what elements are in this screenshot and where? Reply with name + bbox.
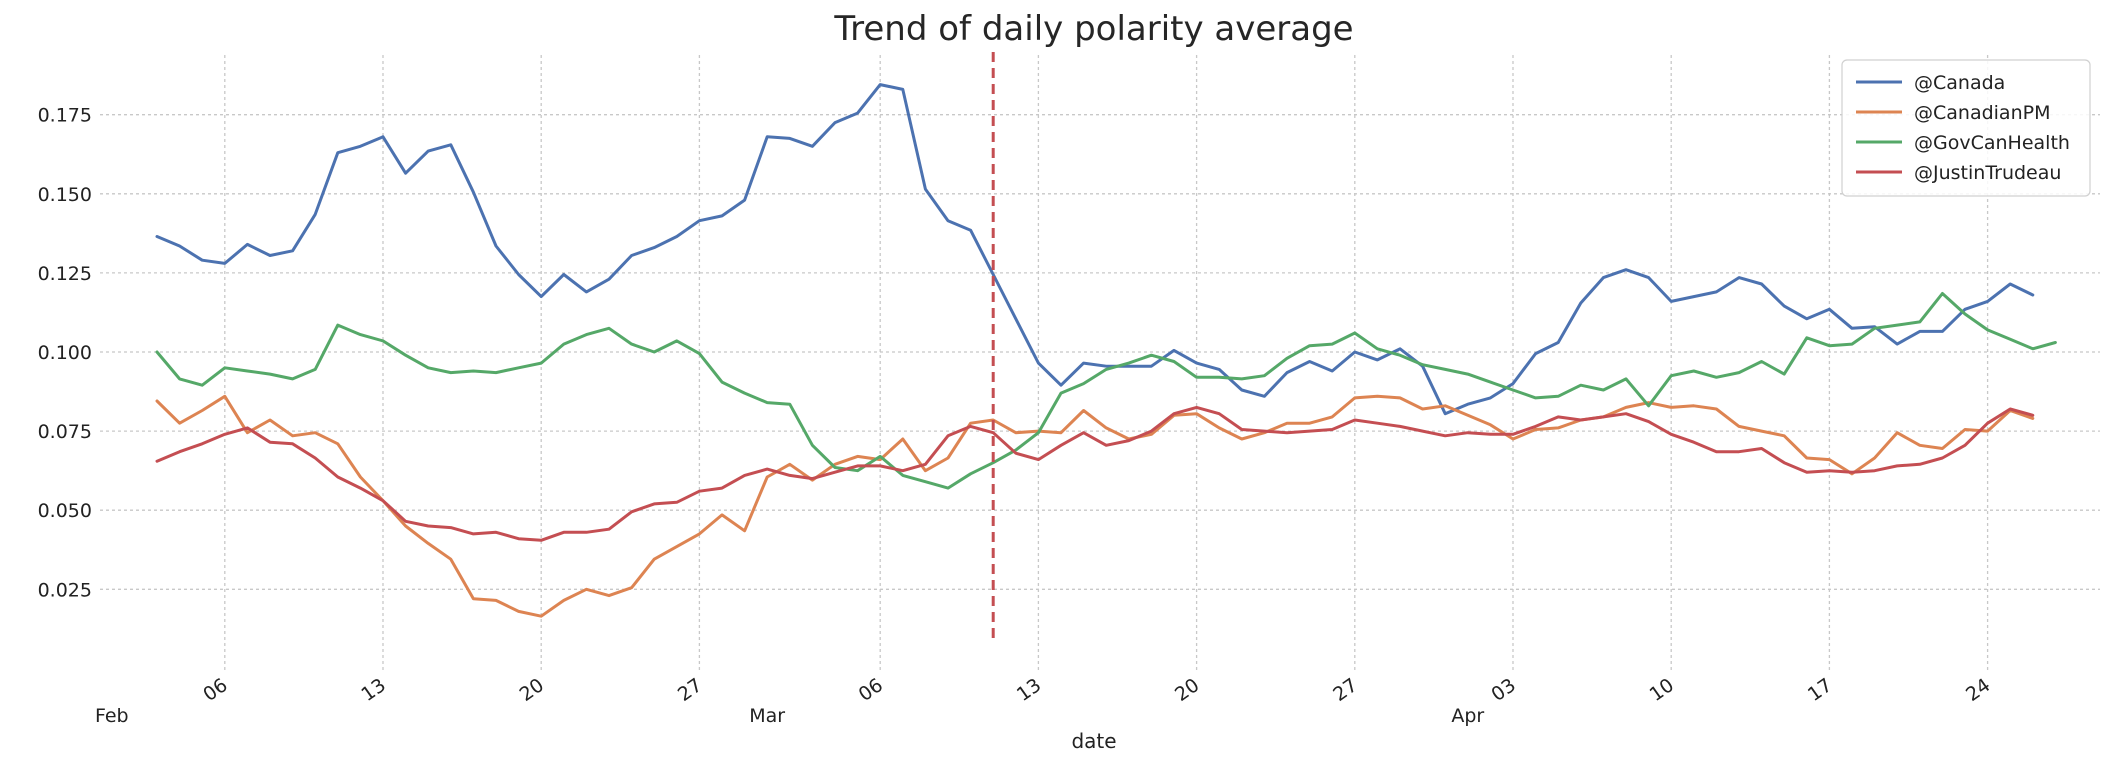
x-tick-label: 27: [1329, 674, 1361, 706]
y-tick-label: 0.150: [38, 184, 92, 206]
series-line-canadianpm: [155, 394, 2035, 618]
series-line-justintrudeau: [155, 405, 2035, 542]
series-line-govcanhealth: [155, 292, 2057, 490]
x-tick-label: 13: [1013, 674, 1045, 706]
legend-label-canada: @Canada: [1914, 72, 2005, 94]
x-tick-label: 20: [516, 674, 548, 706]
x-tick-label: 10: [1646, 674, 1678, 706]
legend-label-govcanhealth: @GovCanHealth: [1914, 132, 2070, 154]
y-tick-label: 0.050: [38, 500, 92, 522]
x-tick-label: 20: [1171, 674, 1203, 706]
month-labels: Feb Mar Apr: [95, 705, 1484, 727]
chart-title: Trend of daily polarity average: [833, 9, 1353, 49]
x-axis-ticks: 06 13 20 27 06 13 20 27 03 10 17 24: [199, 674, 1994, 706]
x-tick-label: 06: [199, 674, 231, 706]
legend-label-justintrudeau: @JustinTrudeau: [1914, 162, 2061, 184]
y-tick-label: 0.125: [38, 263, 92, 285]
x-tick-label: 17: [1804, 674, 1836, 706]
month-label: Mar: [749, 705, 785, 727]
series-lines: [155, 83, 2057, 618]
grid-lines: [100, 55, 2100, 672]
month-label: Feb: [95, 705, 129, 727]
series-line-canada: [155, 83, 2035, 416]
x-tick-label: 06: [855, 674, 887, 706]
y-tick-label: 0.075: [38, 421, 92, 443]
y-tick-label: 0.175: [38, 105, 92, 127]
x-tick-label: 13: [357, 674, 389, 706]
y-tick-label: 0.100: [38, 342, 92, 364]
legend-box: [1841, 59, 2091, 197]
x-axis-label: date: [1071, 729, 1116, 753]
x-tick-label: 03: [1487, 674, 1519, 706]
legend: @Canada @CanadianPM @GovCanHealth @JustinTr…: [1841, 59, 2091, 197]
legend-label-canadianpm: @CanadianPM: [1914, 102, 2050, 124]
x-tick-label: 27: [674, 674, 706, 706]
y-tick-label: 0.025: [38, 579, 92, 601]
y-axis-ticks: 0.025 0.050 0.075 0.100 0.125 0.150 0.175: [38, 105, 92, 602]
month-label: Apr: [1451, 705, 1484, 727]
x-tick-label: 24: [1962, 674, 1994, 706]
